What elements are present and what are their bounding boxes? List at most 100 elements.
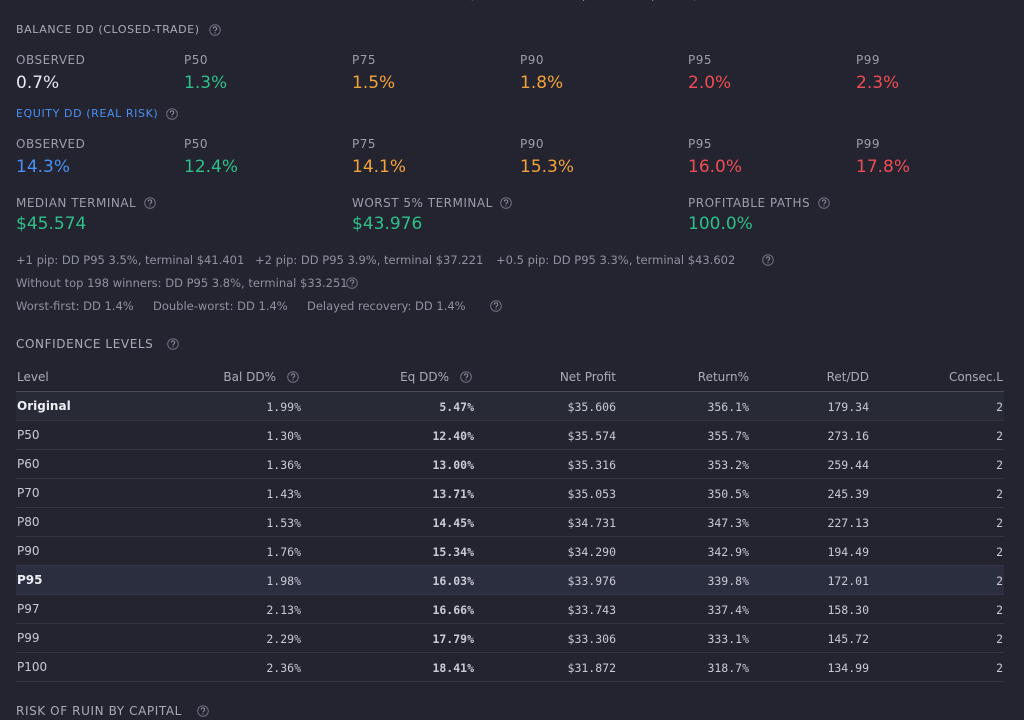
stat-label: P75	[352, 137, 377, 151]
table-row[interactable]	[16, 450, 1004, 479]
table-cell: 245.39	[827, 487, 869, 501]
table-cell: 2.29%	[266, 632, 301, 646]
stat-value: 14.3%	[16, 157, 71, 177]
table-cell: 16.03%	[432, 574, 474, 588]
stat-label: PROFITABLE PATHS	[688, 196, 811, 210]
table-cell: 2	[996, 632, 1003, 646]
row-label: P97	[17, 602, 40, 616]
table-cell: 158.30	[827, 603, 869, 617]
table-row[interactable]	[16, 508, 1004, 537]
table-cell: $35.053	[567, 487, 616, 501]
table-cell: 2.36%	[266, 661, 301, 675]
section-title: CONFIDENCE LEVELS	[16, 337, 154, 351]
row-label: P90	[17, 544, 40, 558]
table-row[interactable]	[16, 479, 1004, 508]
table-cell: 2	[996, 516, 1003, 530]
table-cell: 194.49	[827, 545, 869, 559]
help-icon[interactable]	[500, 197, 512, 209]
note: +2 pip: DD P95 3.9%, terminal $37.221	[255, 253, 484, 267]
help-icon[interactable]	[346, 277, 358, 289]
table-cell: 13.00%	[432, 458, 474, 472]
table-cell: $33.306	[567, 632, 616, 646]
table-cell: 13.71%	[432, 487, 474, 501]
stat-label: P99	[856, 53, 881, 67]
table-cell: 355.7%	[707, 429, 749, 443]
table-cell: 1.53%	[266, 516, 301, 530]
table-cell: 2	[996, 574, 1003, 588]
help-icon[interactable]	[460, 371, 472, 383]
row-label: P99	[17, 631, 40, 645]
stat-label: P95	[688, 53, 713, 67]
table-cell: 18.41%	[432, 661, 474, 675]
table-cell: 318.7%	[707, 661, 749, 675]
stat-value: 2.0%	[688, 73, 732, 93]
table-cell: 337.4%	[707, 603, 749, 617]
caption: Balance run (5936 trades, 5.000 paths, 6…	[400, 0, 697, 2]
help-icon[interactable]	[818, 197, 830, 209]
column-header: Ret/DD	[826, 370, 869, 384]
note: Double-worst: DD 1.4%	[153, 299, 288, 313]
section-title: EQUITY DD (REAL RISK)	[16, 107, 159, 120]
table-cell: 145.72	[827, 632, 869, 646]
row-label: Original	[17, 399, 71, 413]
stat-value: 1.8%	[520, 73, 564, 93]
help-icon[interactable]	[166, 108, 178, 120]
table-cell: 1.99%	[266, 400, 301, 414]
section-title: RISK OF RUIN BY CAPITAL	[16, 704, 182, 718]
stat-value: $45.574	[16, 214, 87, 234]
table-cell: 14.45%	[432, 516, 474, 530]
column-header: Net Profit	[559, 370, 616, 384]
table-cell: 356.1%	[707, 400, 749, 414]
table-row[interactable]	[16, 624, 1004, 653]
column-header: Return%	[697, 370, 749, 384]
table-cell: 2	[996, 429, 1003, 443]
stat-value: 0.7%	[16, 73, 60, 93]
note: Without top 198 winners: DD P95 3.8%, te…	[16, 276, 348, 290]
table-cell: $31.872	[567, 661, 616, 675]
help-icon[interactable]	[209, 24, 221, 36]
table-cell: 353.2%	[707, 458, 749, 472]
stat-label: P99	[856, 137, 881, 151]
stat-label: OBSERVED	[16, 53, 86, 67]
stat-value: 17.8%	[856, 157, 911, 177]
row-label: P70	[17, 486, 40, 500]
table-cell: 16.66%	[432, 603, 474, 617]
table-cell: 1.36%	[266, 458, 301, 472]
note: +1 pip: DD P95 3.5%, terminal $41.401	[16, 253, 245, 267]
help-icon[interactable]	[144, 197, 156, 209]
help-icon[interactable]	[762, 254, 774, 266]
help-icon[interactable]	[167, 338, 179, 350]
table-cell: $35.574	[567, 429, 616, 443]
help-icon[interactable]	[490, 300, 502, 312]
stat-value: 2.3%	[856, 73, 900, 93]
stat-label: MEDIAN TERMINAL	[16, 196, 137, 210]
table-row[interactable]	[16, 653, 1004, 682]
table-row[interactable]	[16, 566, 1004, 595]
table-row[interactable]	[16, 537, 1004, 566]
table-cell: $34.290	[567, 545, 616, 559]
table-cell: 134.99	[827, 661, 869, 675]
table-cell: 333.1%	[707, 632, 749, 646]
table-cell: 2	[996, 545, 1003, 559]
help-icon[interactable]	[287, 371, 299, 383]
stat-label: WORST 5% TERMINAL	[352, 196, 493, 210]
table-row[interactable]	[16, 421, 1004, 450]
stat-label: P75	[352, 53, 377, 67]
row-label: P95	[17, 573, 43, 587]
table-cell: 172.01	[827, 574, 869, 588]
help-icon[interactable]	[197, 705, 209, 717]
table-row[interactable]	[16, 595, 1004, 624]
stat-value: 100.0%	[688, 214, 753, 234]
table-cell: 1.98%	[266, 574, 301, 588]
table-cell: 339.8%	[707, 574, 749, 588]
stat-label: P90	[520, 53, 545, 67]
table-cell: 1.76%	[266, 545, 301, 559]
table-cell: $33.976	[567, 574, 616, 588]
table-cell: 2.13%	[266, 603, 301, 617]
note: Delayed recovery: DD 1.4%	[307, 299, 466, 313]
table-row[interactable]	[16, 392, 1004, 421]
stat-label: P95	[688, 137, 713, 151]
table-cell: 2	[996, 458, 1003, 472]
table-cell: $34.731	[567, 516, 616, 530]
section-title: BALANCE DD (CLOSED-TRADE)	[16, 23, 200, 36]
